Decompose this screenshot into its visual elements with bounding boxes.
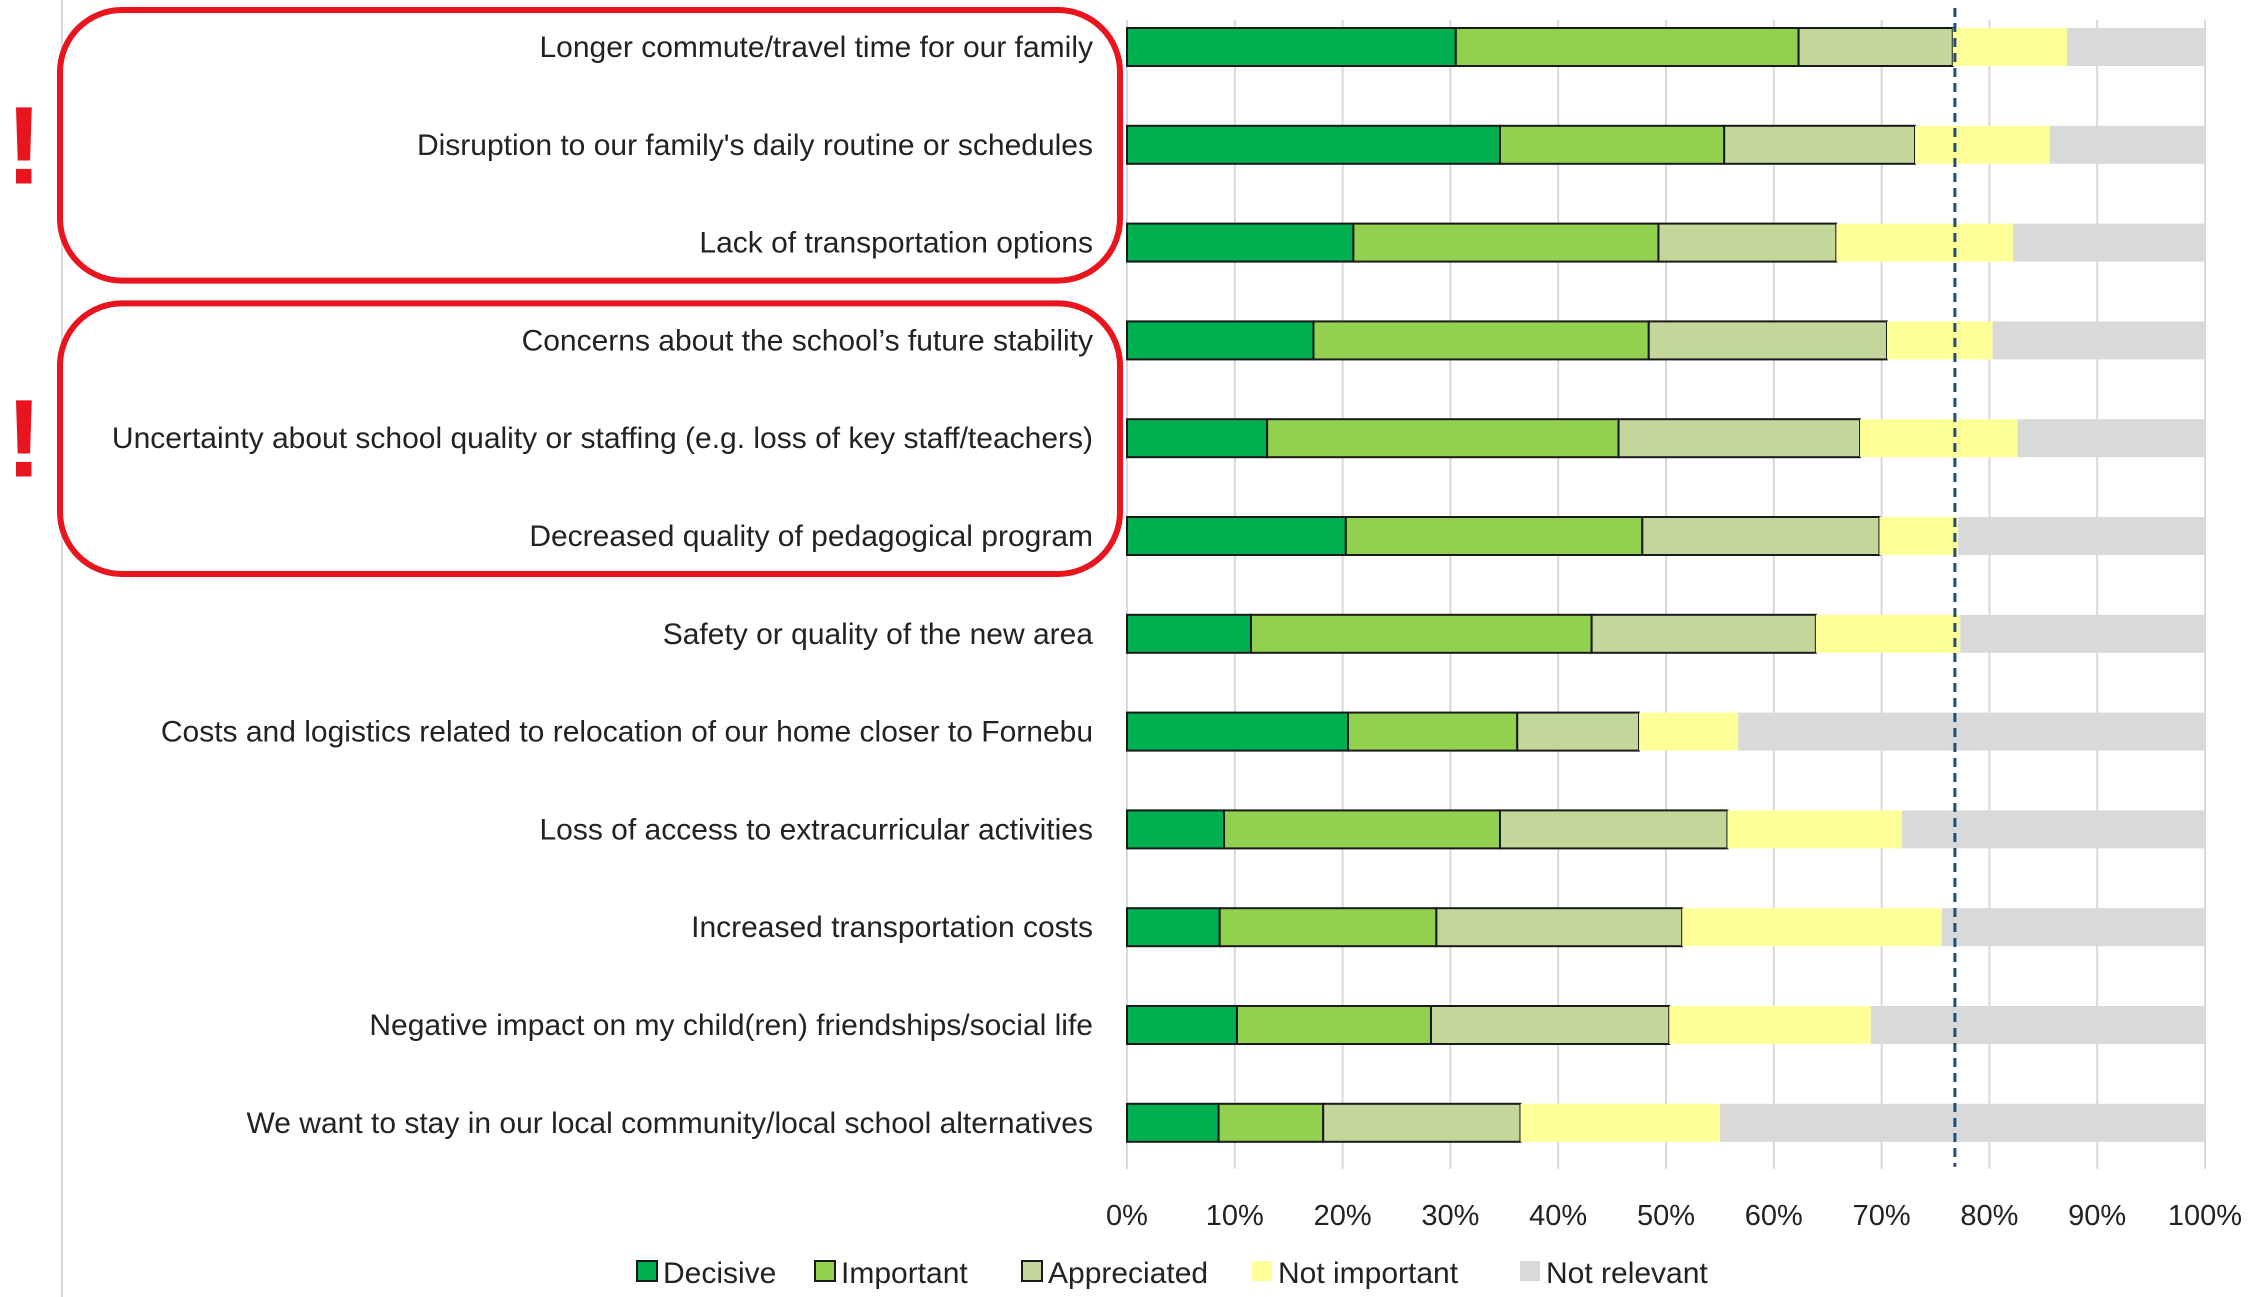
bar-segment-not-relevant [2017,419,2205,458]
bar-segment-not-relevant [1902,810,2205,849]
bar-segment-important [1454,27,1800,67]
category-label: Negative impact on my child(ren) friends… [369,1009,1093,1042]
highlight-box [57,300,1123,577]
category-label: Longer commute/travel time for our famil… [539,31,1093,64]
bar-segment-important [1346,711,1519,752]
legend-label: Appreciated [1048,1257,1208,1290]
bar-segment-important [1218,907,1438,948]
category-label: Increased transportation costs [691,911,1093,944]
bar-segment-decisive [1126,1102,1220,1143]
legend-label: Not important [1278,1257,1459,1290]
bar-segment-decisive [1126,907,1221,948]
bar-segment-not-relevant [1958,517,2205,555]
bar-segment-decisive [1126,222,1355,263]
category-label: Uncertainty about school quality or staf… [112,422,1093,455]
bar-segment-decisive [1126,1005,1238,1045]
x-tick-label: 90% [2068,1200,2126,1232]
category-label: Decreased quality of pedagogical program [529,520,1093,553]
bar-segment-important [1217,1102,1325,1143]
bar-segment-decisive [1126,27,1457,67]
exclamation-mark: ! [6,378,43,501]
bar-segment-not-relevant [1992,321,2205,360]
category-label: Loss of access to extracurricular activi… [539,813,1093,846]
exclamation-mark: ! [6,84,43,207]
bar-segment-not-important [1860,419,2018,458]
bar-segment-appreciated [1322,1102,1522,1143]
bar-segment-not-relevant [2067,28,2205,66]
bar-segment-not-relevant [1738,712,2205,751]
bar-segment-important [1498,124,1726,165]
x-tick-label: 0% [1106,1200,1148,1232]
bar-segment-appreciated [1657,222,1838,263]
bar-segment-appreciated [1516,711,1641,752]
bar-segment-appreciated [1797,27,1954,67]
bar-segment-not-important [1836,223,2014,262]
category-label: Lack of transportation options [699,227,1093,260]
bar-segment-not-important [1520,1103,1720,1142]
bar-segment-not-relevant [2049,125,2205,164]
bar-segment-appreciated [1723,124,1917,165]
x-tick-label: 70% [1853,1200,1911,1232]
bar-segment-not-important [1915,125,2050,164]
legend-swatch-decisive [636,1260,658,1282]
bar-segment-decisive [1126,711,1349,752]
bar-segment-not-important [1952,28,2068,66]
bar-segment-appreciated [1590,613,1817,654]
category-label: Costs and logistics related to relocatio… [161,716,1093,749]
bar-segment-appreciated [1647,320,1888,361]
bar-segment-decisive [1126,320,1315,361]
highlight-box [57,7,1123,284]
bar-segment-important [1344,516,1644,556]
bar-segment-appreciated [1641,516,1881,556]
x-tick-label: 50% [1637,1200,1695,1232]
bar-segment-not-relevant [1870,1006,2205,1044]
bar-segment-important [1312,320,1650,361]
x-tick-label: 40% [1529,1200,1587,1232]
bar-segment-important [1249,613,1593,654]
bar-segment-appreciated [1429,1005,1671,1045]
x-tick-label: 80% [1960,1200,2018,1232]
bar-segment-not-relevant [1960,614,2205,653]
bar-segment-not-important [1682,908,1942,947]
bar-segment-appreciated [1498,809,1729,850]
bar-segment-important [1266,418,1620,459]
x-tick-label: 100% [2168,1200,2242,1232]
bar-segment-decisive [1126,124,1501,165]
category-label: Concerns about the school’s future stabi… [522,324,1093,357]
bar-segment-important [1352,222,1660,263]
bar-segment-not-important [1639,712,1739,751]
bar-segment-not-important [1727,810,1903,849]
bar-segment-not-important [1879,517,1959,555]
bar-segment-decisive [1126,418,1269,459]
legend-swatch-appreciated [1021,1260,1043,1282]
bar-segment-not-relevant [1719,1103,2205,1142]
bar-segment-appreciated [1617,418,1862,459]
bar-segment-not-important [1886,321,1993,360]
bar-segment-not-relevant [2013,223,2205,262]
x-tick-label: 30% [1421,1200,1479,1232]
bar-segment-not-important [1669,1006,1871,1044]
bar-segment-decisive [1126,809,1226,850]
legend-swatch-important [814,1260,836,1282]
bar-segment-important [1235,1005,1432,1045]
bar-segment-decisive [1126,516,1347,556]
legend-label: Decisive [663,1257,776,1290]
legend-swatch-not-important [1252,1261,1272,1281]
category-label: We want to stay in our local community/l… [247,1107,1094,1140]
category-label: Safety or quality of the new area [663,618,1094,651]
legend-swatch-not-relevant [1520,1261,1540,1281]
bar-segment-appreciated [1435,907,1684,948]
category-label: Disruption to our family's daily routine… [417,129,1093,162]
bar-segment-not-relevant [1941,908,2205,947]
legend-label: Important [841,1257,968,1290]
bar-segment-not-important [1815,614,1961,653]
x-tick-label: 20% [1314,1200,1372,1232]
x-tick-label: 10% [1206,1200,1264,1232]
x-tick-label: 60% [1745,1200,1803,1232]
bar-segment-important [1223,809,1501,850]
bar-segment-decisive [1126,613,1252,654]
legend-label: Not relevant [1546,1257,1708,1290]
